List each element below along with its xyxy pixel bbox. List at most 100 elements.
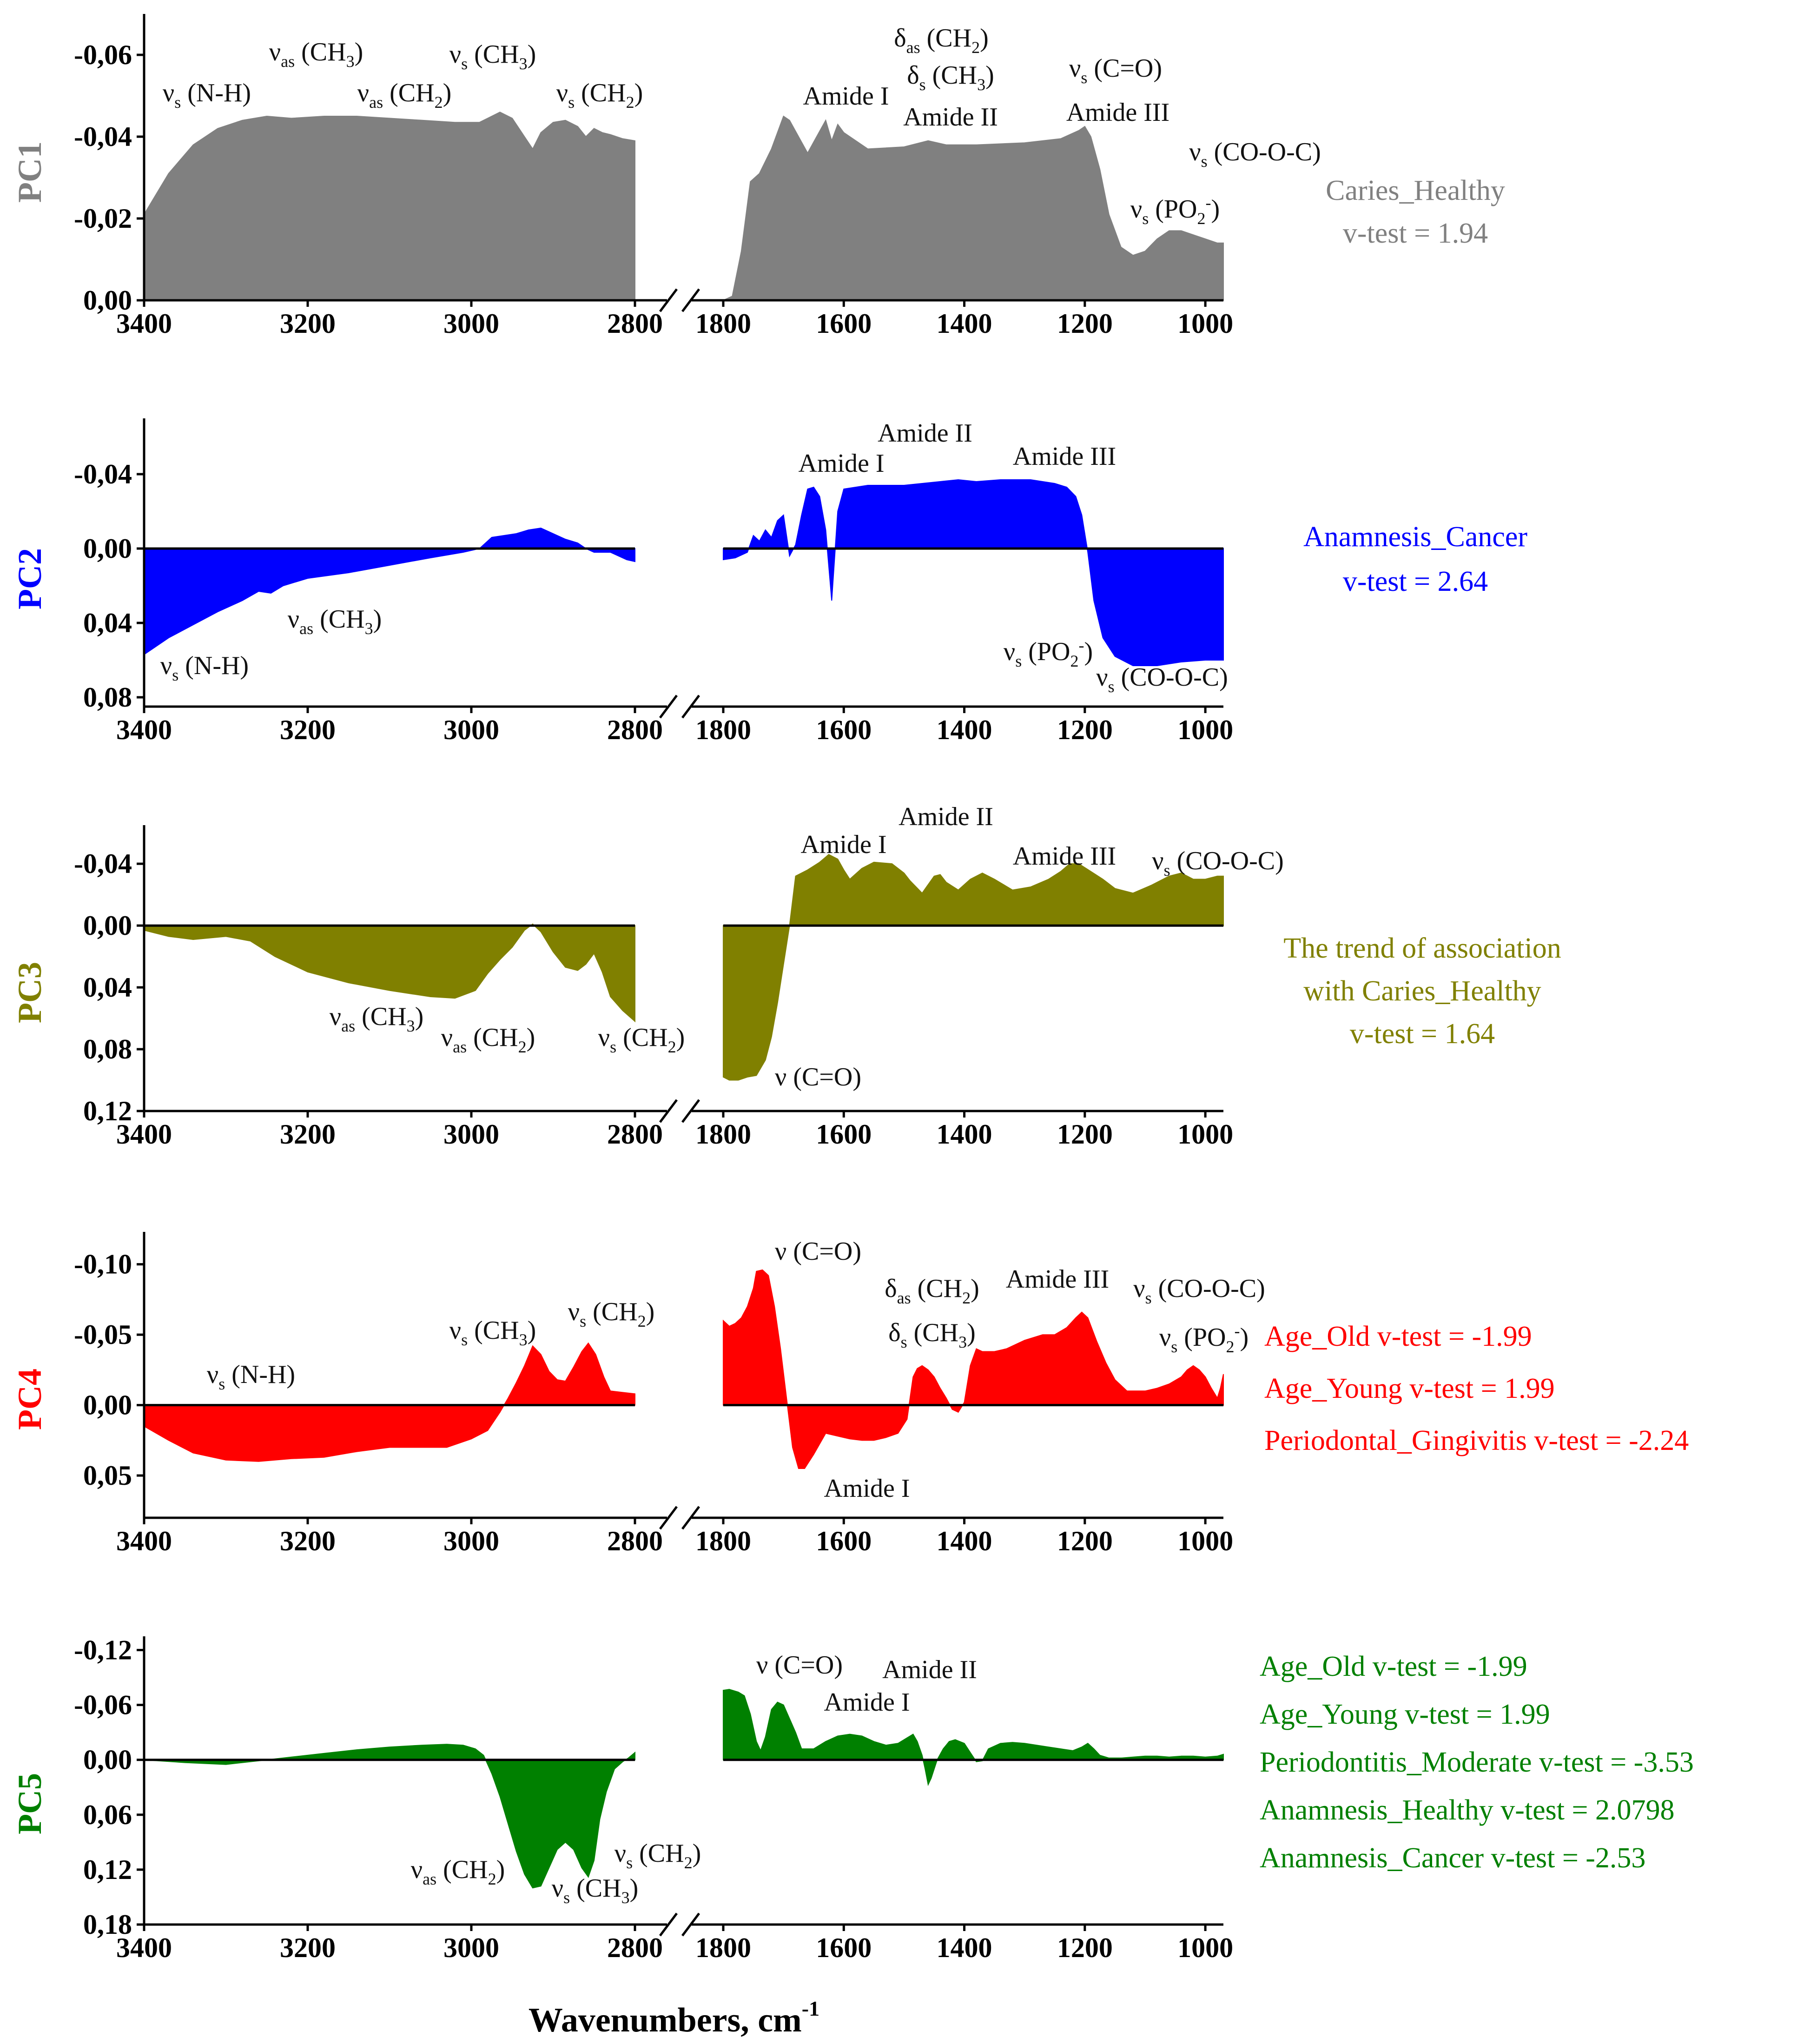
x-axis-title: Wavenumbers, cm-1: [529, 1997, 819, 2039]
band-annotation: νs (CH2): [556, 79, 643, 112]
band-annotation: Amide III: [1006, 1265, 1109, 1294]
panel-pc4: 0,05 0,00 -0,05 -0,10 3400 3200 3000 2800 1800 16…: [11, 1232, 1689, 1556]
y-tick-label: -0,06: [74, 40, 132, 70]
y-tick-label: 0,18: [83, 1909, 132, 1940]
x-tick-label: 3000: [443, 1526, 499, 1556]
association-text: Periodontal_Gingivitis v-test = -2.24: [1264, 1425, 1689, 1456]
band-annotation: νas (CH3): [330, 1002, 423, 1035]
y-tick-label: 0,04: [83, 972, 132, 1003]
band-annotation: νas (CH3): [288, 605, 382, 638]
association-text: Periodontitis_Moderate v-test = -3.53: [1260, 1746, 1694, 1778]
association-text: Caries_Healthy: [1326, 175, 1505, 206]
x-tick-label: 1200: [1057, 1932, 1113, 1963]
axis-break-mark: [659, 1912, 700, 1937]
panel-label: PC4: [11, 1369, 48, 1430]
x-tick-label: 1400: [937, 1526, 992, 1556]
band-annotation: Amide III: [1013, 842, 1116, 871]
series-area-left: [144, 112, 635, 301]
y-tick-label: -0,12: [74, 1635, 132, 1666]
series-area-left: [144, 527, 635, 655]
band-annotation: δas (CH2): [894, 24, 989, 57]
axis-break-mark: [659, 1099, 700, 1123]
x-tick-label: 1400: [937, 714, 992, 745]
x-tick-label: 3200: [280, 714, 336, 745]
series-area-right: [723, 1689, 1224, 1786]
band-annotation: νs (N-H): [163, 79, 251, 112]
association-text: Age_Young v-test = 1.99: [1260, 1699, 1550, 1730]
panel-label: PC3: [11, 962, 48, 1023]
y-tick-label: 0,00: [83, 285, 132, 316]
association-text: v-test = 1.94: [1343, 218, 1488, 249]
x-tick-label: 1000: [1177, 1932, 1233, 1963]
band-annotation: νs (CH2): [614, 1839, 701, 1872]
band-annotation: Amide III: [1066, 98, 1169, 127]
x-tick-label: 1200: [1057, 714, 1113, 745]
y-tick-label: 0,05: [83, 1460, 132, 1491]
x-tick-label: 3200: [280, 1526, 336, 1556]
x-tick-label: 3000: [443, 714, 499, 745]
band-annotation: ν (C=O): [756, 1651, 843, 1680]
association-text: The trend of association: [1283, 933, 1561, 964]
x-tick-label: 1800: [695, 308, 751, 339]
x-tick-label: 1400: [937, 308, 992, 339]
x-tick-label: 1800: [695, 1526, 751, 1556]
band-annotation: νs (CO-O-C): [1133, 1274, 1265, 1307]
x-tick-label: 3400: [116, 308, 172, 339]
panel-label: PC2: [11, 548, 48, 609]
x-tick-label: 1000: [1177, 1119, 1233, 1150]
band-annotation: Amide I: [798, 449, 884, 478]
band-annotation: Amide I: [800, 830, 886, 859]
band-annotation: νs (PO2-): [1130, 193, 1220, 228]
panel-pc3: 0,12 0,08 0,04 0,00 -0,04 3400 3200 3000 2800 180…: [11, 802, 1561, 1150]
x-tick-label: 3400: [116, 1119, 172, 1150]
y-tick-label: -0,02: [74, 203, 132, 234]
panel-label: PC5: [11, 1773, 48, 1834]
y-tick-label: -0,04: [74, 848, 132, 879]
panel-pc2: 0,08 0,04 0,00 -0,04 3400 3200 3000 2800 1800 160…: [11, 418, 1527, 745]
band-annotation: Amide I: [803, 82, 889, 111]
band-annotation: νas (CH2): [441, 1023, 535, 1056]
band-annotation: νas (CH2): [357, 79, 451, 112]
x-tick-label: 2800: [607, 308, 663, 339]
y-tick-label: 0,08: [83, 1034, 132, 1065]
band-annotation: δs (CH3): [888, 1318, 976, 1351]
x-tick-label: 2800: [607, 1932, 663, 1963]
association-text: Age_Old v-test = -1.99: [1260, 1651, 1527, 1682]
x-tick-label: 3200: [280, 1932, 336, 1963]
band-annotation: Amide II: [878, 419, 972, 448]
x-tick-label: 1400: [937, 1119, 992, 1150]
axis-break-mark: [659, 288, 700, 312]
y-tick-label: 0,04: [83, 608, 132, 638]
x-tick-label: 3400: [116, 714, 172, 745]
y-tick-label: 0,08: [83, 682, 132, 713]
y-tick-label: -0,10: [74, 1249, 132, 1280]
band-annotation: Amide II: [903, 103, 998, 132]
association-text: Anamnesis_Cancer v-test = -2.53: [1260, 1842, 1645, 1874]
axis-break-mark: [659, 695, 700, 719]
band-annotation: Amide I: [824, 1688, 910, 1717]
band-annotation: νs (PO2-): [1159, 1322, 1249, 1356]
x-tick-label: 3400: [116, 1932, 172, 1963]
y-tick-label: 0,06: [83, 1799, 132, 1830]
x-tick-label: 1800: [695, 714, 751, 745]
x-tick-label: 1200: [1057, 1119, 1113, 1150]
y-tick-label: 0,00: [83, 1390, 132, 1421]
x-tick-label: 1800: [695, 1119, 751, 1150]
y-tick-label: -0,04: [74, 459, 132, 490]
association-text: Anamnesis_Cancer: [1303, 521, 1527, 553]
band-annotation: δas (CH2): [885, 1274, 979, 1307]
x-tick-label: 3400: [116, 1526, 172, 1556]
x-tick-label: 2800: [607, 1526, 663, 1556]
series-area-right: [723, 854, 1224, 1081]
band-annotation: νs (CO-O-C): [1152, 847, 1284, 880]
association-text: with Caries_Healthy: [1303, 975, 1541, 1007]
band-annotation: ν (C=O): [775, 1237, 861, 1266]
x-tick-label: 3200: [280, 1119, 336, 1150]
band-annotation: Amide III: [1013, 442, 1116, 471]
band-annotation: νs (CH3): [449, 40, 536, 73]
series-area-right: [723, 115, 1224, 301]
x-tick-label: 1000: [1177, 714, 1233, 745]
band-annotation: νs (N-H): [160, 651, 249, 684]
x-tick-label: 1600: [816, 1119, 872, 1150]
x-tick-label: 3000: [443, 308, 499, 339]
